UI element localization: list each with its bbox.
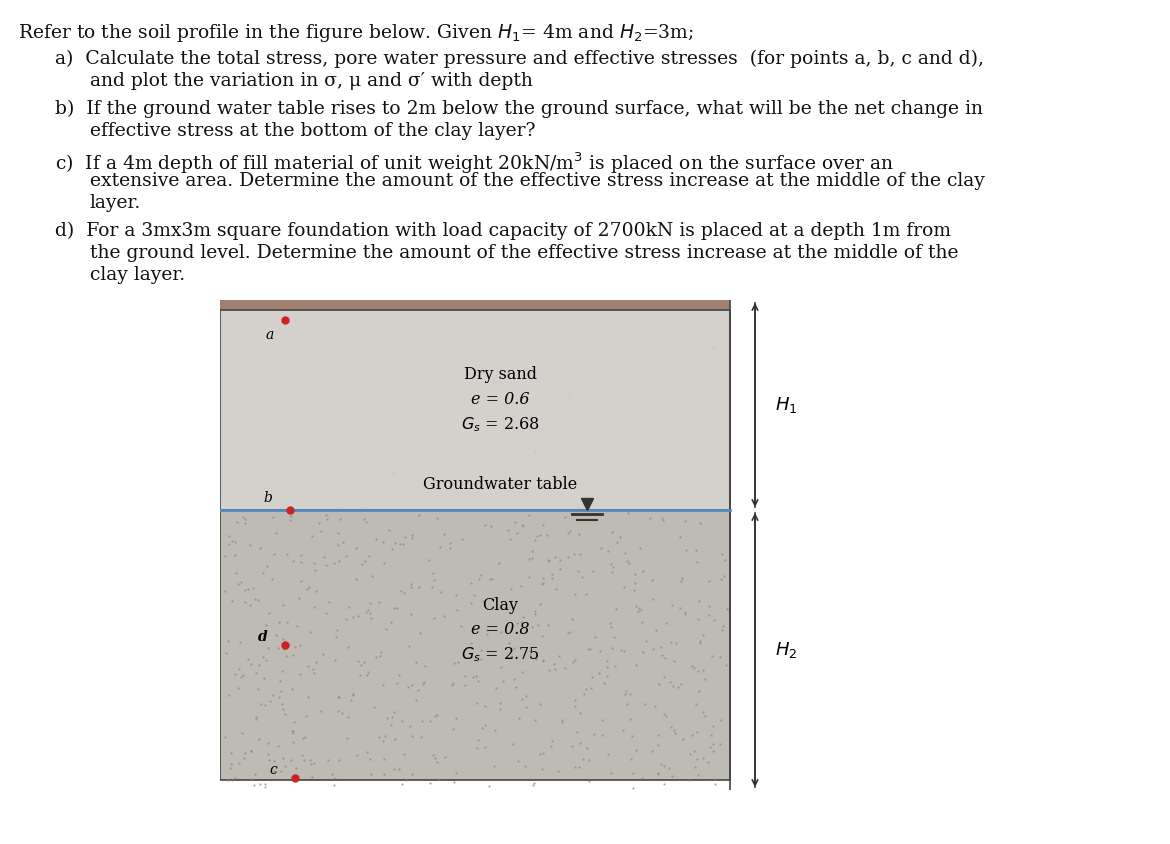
Text: and plot the variation in σ, μ and σ′ with depth: and plot the variation in σ, μ and σ′ wi… — [90, 72, 532, 90]
Text: d: d — [259, 630, 268, 644]
Text: layer.: layer. — [90, 194, 142, 212]
Text: Dry sand: Dry sand — [463, 366, 537, 383]
Text: e = 0.8: e = 0.8 — [470, 621, 529, 639]
Text: $G_s$ = 2.68: $G_s$ = 2.68 — [461, 415, 539, 435]
Text: b: b — [263, 491, 273, 505]
Text: b)  If the ground water table rises to 2m below the ground surface, what will be: b) If the ground water table rises to 2m… — [55, 100, 983, 118]
Text: the ground level. Determine the amount of the effective stress increase at the m: the ground level. Determine the amount o… — [90, 244, 958, 262]
Text: Clay: Clay — [482, 597, 518, 614]
Text: extensive area. Determine the amount of the effective stress increase at the mid: extensive area. Determine the amount of … — [90, 172, 985, 190]
Bar — [220, 310, 730, 510]
Text: a: a — [266, 328, 274, 342]
Text: clay layer.: clay layer. — [90, 266, 185, 284]
Text: e = 0.6: e = 0.6 — [470, 392, 529, 408]
Text: Groundwater table: Groundwater table — [422, 477, 577, 494]
Text: a)  Calculate the total stress, pore water pressure and effective stresses  (for: a) Calculate the total stress, pore wate… — [55, 50, 984, 68]
Text: c)  If a 4m depth of fill material of unit weight 20kN/m$^3$ is placed on the su: c) If a 4m depth of fill material of uni… — [55, 150, 894, 176]
Text: $H_2$: $H_2$ — [775, 640, 797, 660]
Text: c: c — [269, 763, 277, 777]
Text: Refer to the soil profile in the figure below. Given $H_1$= 4m and $H_2$=3m;: Refer to the soil profile in the figure … — [18, 22, 694, 44]
Text: d)  For a 3mx3m square foundation with load capacity of 2700kN is placed at a de: d) For a 3mx3m square foundation with lo… — [55, 222, 951, 241]
Bar — [220, 300, 730, 310]
Bar — [220, 510, 730, 780]
Text: $G_s$ = 2.75: $G_s$ = 2.75 — [461, 646, 539, 664]
Text: $H_1$: $H_1$ — [775, 395, 798, 415]
Text: effective stress at the bottom of the clay layer?: effective stress at the bottom of the cl… — [90, 122, 536, 140]
